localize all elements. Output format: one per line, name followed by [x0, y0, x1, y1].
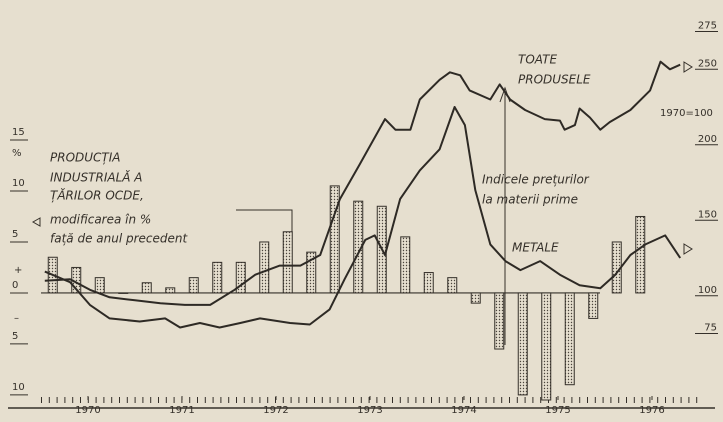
y-tick-label: 10	[12, 382, 25, 393]
bar	[306, 251, 317, 294]
bar	[212, 261, 223, 294]
annotation: –	[14, 313, 19, 324]
y-tick-label: 10	[12, 178, 25, 189]
x-tick-label: 1973	[357, 405, 382, 416]
y2-tick-label: 150	[698, 209, 717, 220]
bar	[447, 277, 458, 294]
annotation: PRODUSELE	[518, 73, 591, 87]
bar	[635, 215, 646, 294]
x-tick-label: 1976	[639, 405, 664, 416]
annotation: METALE	[512, 241, 559, 255]
line	[44, 106, 682, 329]
y-axis-label: %	[12, 148, 22, 159]
y2-tick-label: 75	[704, 323, 717, 334]
bar	[494, 292, 505, 350]
bar	[517, 292, 528, 396]
annotation: ȚĂRILOR OCDE,	[50, 188, 144, 203]
annotation: +	[14, 265, 22, 276]
bar	[564, 292, 575, 386]
bar	[282, 231, 293, 294]
annotation: la materii prime	[482, 193, 578, 207]
bar	[235, 261, 246, 294]
x-tick-label: 1970	[75, 405, 100, 416]
annotation: PRODUCȚIA	[50, 151, 121, 165]
annotation: 1970=100	[660, 108, 713, 119]
bar	[94, 277, 105, 294]
bar	[165, 287, 176, 294]
bar	[400, 236, 411, 294]
bar	[470, 292, 481, 304]
x-tick-label: 1971	[169, 405, 194, 416]
bar	[353, 200, 364, 294]
annotation: TOATE	[518, 53, 557, 67]
y2-tick-label: 250	[698, 58, 717, 69]
bar	[423, 272, 434, 294]
bar	[118, 292, 129, 294]
decoration	[8, 61, 715, 409]
y2-tick-label: 200	[698, 134, 717, 145]
bar	[541, 292, 552, 401]
bar	[141, 282, 152, 294]
x-tick-label: 1974	[451, 405, 476, 416]
bar	[329, 185, 340, 294]
annotation: INDUSTRIALĂ A	[50, 170, 143, 185]
bar	[188, 277, 199, 294]
y-tick-label: 5	[12, 229, 18, 240]
y-tick-label: 15	[12, 127, 25, 138]
bar	[588, 292, 599, 319]
y2-tick-label: 100	[698, 285, 717, 296]
y-tick-label: 5	[12, 331, 18, 342]
line	[44, 60, 681, 306]
x-tick-label: 1972	[263, 405, 288, 416]
bar	[259, 241, 270, 294]
annotation: modificarea în %	[50, 213, 151, 227]
y-tick-label: 0	[12, 280, 18, 291]
x-tick-label: 1975	[545, 405, 570, 416]
y2-tick-label: 275	[698, 21, 717, 32]
annotation: Indicele prețurilor	[482, 173, 590, 187]
annotation: față de anul precedent	[50, 232, 188, 246]
